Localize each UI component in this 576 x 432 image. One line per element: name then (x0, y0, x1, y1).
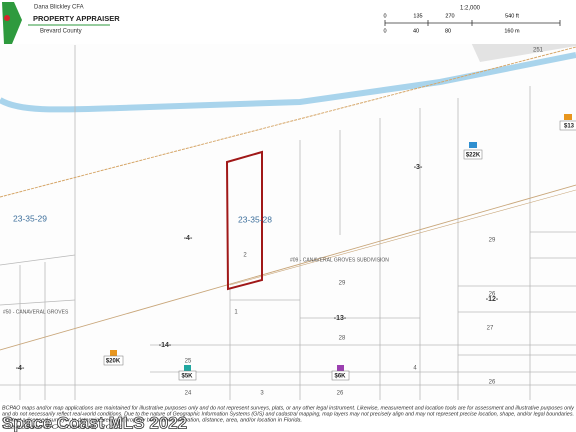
disclaimer-line: BCPAO maps and/or map applications are m… (2, 405, 574, 411)
sale-price: $20K (106, 359, 121, 365)
lot-number: 29 (489, 238, 496, 244)
disclaimer-line: Contact a licensed surveyor to determine… (2, 417, 302, 423)
agency-county: Brevard County (40, 29, 82, 35)
lot-number: 2 (243, 253, 247, 259)
sale-price: $5K (181, 374, 193, 380)
lot-number: 4 (413, 366, 417, 372)
block-label: -4- (16, 365, 25, 372)
block-label: -4- (184, 235, 193, 242)
disclaimer-panel (0, 402, 576, 432)
scale-tick-m: 0 (383, 28, 386, 34)
block-label: -12- (486, 296, 499, 303)
subdivision-label: #50 - CANAVERAL GROVES (3, 309, 69, 315)
lot-number: 29 (339, 281, 346, 287)
lot-number: 1 (234, 310, 238, 316)
lot-number: 25 (185, 359, 192, 365)
subdivision-label: #09 - CANAVERAL GROVES SUBDIVISION (290, 257, 389, 263)
sale-price: $6K (334, 374, 346, 380)
parcel-lines (0, 45, 576, 400)
scale-tick-m: 160 m (504, 28, 520, 34)
scale-tick-ft: 135 (413, 13, 422, 19)
sale-price: $22K (466, 153, 481, 159)
block-label: -13- (334, 315, 347, 322)
logo-dot (4, 15, 10, 21)
section-label: 23-35-29 (13, 213, 47, 223)
lot-number: 3 (260, 391, 264, 397)
lot-number: 27 (487, 326, 494, 332)
agency-title: PROPERTY APPRAISER (33, 14, 120, 23)
sale-price: $13 (564, 124, 575, 130)
road-label: 251 (533, 48, 544, 54)
disclaimer-line: and do not necessarily reflect real-worl… (2, 411, 574, 417)
sale-marker: $5K (178, 365, 197, 381)
scale-bar: 1:2,000 0 135 270 540 ft 0 40 80 160 m (383, 6, 561, 34)
scale-tick-m: 80 (445, 28, 451, 34)
sale-marker: $22K (463, 142, 483, 160)
lot-number: 26 (489, 380, 496, 386)
lot-number: 26 (489, 292, 496, 298)
scale-tick-ft: 540 ft (505, 13, 519, 19)
block-label: -14- (159, 342, 172, 349)
scale-tick-m: 40 (413, 28, 419, 34)
header-bar (0, 0, 576, 44)
lot-number: 28 (339, 336, 346, 342)
sale-marker: $20K (103, 350, 124, 366)
watermark: Space Coast MLS 2022 (2, 413, 187, 432)
agency-name: Dana Blickley CFA (34, 5, 84, 11)
lot-numbers: 29 28 25 24 3 4 26 29 26 27 26 1 2 (185, 238, 496, 397)
lot-number: 24 (185, 391, 192, 397)
sale-marker: $6K (331, 365, 350, 381)
canal (0, 52, 576, 113)
lot-number: 26 (337, 391, 344, 397)
subject-parcel (225, 150, 263, 291)
sale-marker: $13 (559, 114, 576, 131)
logo-shape (2, 2, 22, 44)
block-label: -3- (414, 164, 423, 171)
section-label: 23-35-28 (238, 214, 272, 224)
disclaimer-line: Generated October 4, 2022 (2, 424, 122, 430)
scale-tick-ft: 270 (445, 13, 454, 19)
scale-ratio: 1:2,000 (460, 6, 481, 12)
scale-tick-ft: 0 (383, 13, 386, 19)
